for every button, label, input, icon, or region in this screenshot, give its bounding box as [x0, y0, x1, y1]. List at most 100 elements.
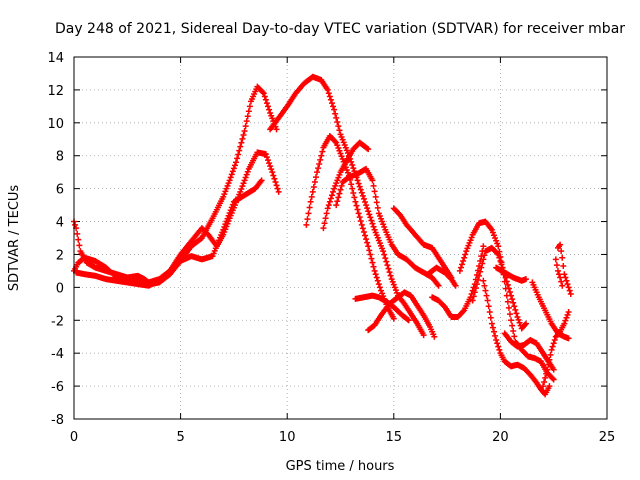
x-tick-label: 25	[599, 430, 616, 445]
data-point	[226, 209, 233, 216]
data-point	[330, 188, 337, 195]
data-point	[225, 212, 232, 219]
data-point	[239, 135, 246, 142]
data-point	[242, 123, 249, 130]
data-point	[387, 272, 394, 279]
data-point	[323, 210, 330, 217]
data-point	[350, 190, 357, 197]
y-tick-label: 6	[56, 183, 64, 198]
data-point	[477, 268, 484, 275]
data-point	[328, 192, 335, 199]
data-point	[322, 215, 329, 222]
data-point	[456, 267, 463, 274]
data-point	[494, 340, 501, 347]
data-point	[349, 185, 356, 192]
data-point	[521, 321, 528, 328]
data-point	[564, 281, 571, 288]
data-point	[370, 263, 377, 270]
data-point	[516, 319, 523, 326]
data-point	[227, 207, 234, 214]
data-point	[558, 248, 565, 255]
data-point	[240, 131, 247, 138]
data-point	[549, 375, 556, 382]
data-point	[271, 175, 278, 182]
data-point	[319, 148, 326, 155]
data-point	[348, 181, 355, 188]
data-point	[508, 292, 515, 299]
data-point	[240, 180, 247, 187]
data-point	[506, 311, 513, 318]
data-point	[505, 304, 512, 311]
y-axis-label: SDTVAR / TECUs	[7, 185, 22, 292]
data-point	[470, 293, 477, 300]
data-point	[223, 218, 230, 225]
data-point	[563, 314, 570, 321]
data-point	[262, 151, 269, 158]
data-point	[332, 138, 339, 145]
data-point	[380, 248, 387, 255]
data-point	[261, 93, 268, 100]
data-point	[238, 186, 245, 193]
data-point	[368, 255, 375, 262]
data-point	[460, 308, 467, 315]
data-point	[260, 90, 267, 97]
data-point	[386, 269, 393, 276]
data-point	[321, 220, 328, 227]
data-point	[227, 174, 234, 181]
data-point	[496, 254, 503, 261]
data-point	[237, 143, 244, 150]
data-point	[365, 208, 372, 215]
data-point	[325, 90, 332, 97]
data-point	[241, 128, 248, 135]
data-point	[542, 374, 549, 381]
y-tick-label: -2	[51, 314, 64, 329]
data-point	[236, 147, 243, 154]
data-point	[228, 204, 235, 211]
data-point	[480, 243, 487, 250]
data-point	[226, 177, 233, 184]
data-point	[356, 214, 363, 221]
data-point	[335, 194, 342, 201]
data-point	[561, 320, 568, 327]
data-point	[557, 241, 564, 248]
data-point	[556, 330, 563, 337]
x-tick-label: 5	[176, 430, 184, 445]
data-point	[546, 356, 553, 363]
data-point	[488, 320, 495, 327]
data-point	[370, 182, 377, 189]
data-point	[514, 313, 521, 320]
y-tick-label: 12	[47, 84, 64, 99]
data-point	[554, 267, 561, 274]
data-point	[326, 93, 333, 100]
data-point	[548, 346, 555, 353]
data-point	[510, 299, 517, 306]
data-point	[371, 267, 378, 274]
data-point	[405, 317, 412, 324]
data-point	[513, 310, 520, 317]
data-point	[565, 309, 572, 316]
data-point	[316, 160, 323, 167]
y-tick-label: 14	[47, 51, 64, 66]
data-point	[371, 188, 378, 195]
data-point	[435, 282, 442, 289]
data-point	[545, 361, 552, 368]
data-point	[307, 198, 314, 205]
data-point	[333, 114, 340, 121]
data-point	[229, 168, 236, 175]
data-point	[459, 261, 466, 268]
data-point	[364, 145, 371, 152]
data-point	[244, 113, 251, 120]
data-point	[318, 152, 325, 159]
data-point	[303, 221, 310, 228]
data-point	[349, 161, 356, 168]
data-point	[567, 290, 574, 297]
data-point	[504, 298, 511, 305]
data-point	[562, 274, 569, 281]
data-point	[541, 378, 548, 385]
data-point	[354, 177, 361, 184]
data-point	[258, 177, 265, 184]
data-point	[320, 225, 327, 232]
data-point	[353, 202, 360, 209]
data-point	[385, 265, 392, 272]
data-point	[365, 243, 372, 250]
